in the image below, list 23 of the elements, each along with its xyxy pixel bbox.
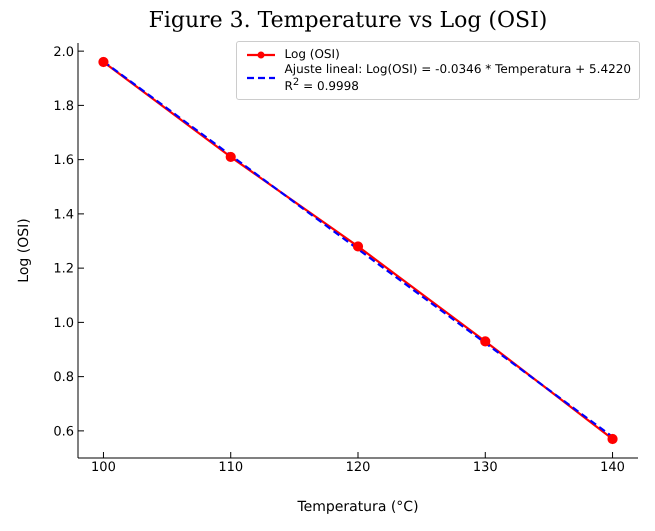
- y-tick-label: 0.6: [53, 424, 74, 440]
- x-tick-label: 140: [600, 460, 625, 476]
- x-axis-title: Temperatura (°C): [296, 499, 419, 515]
- legend-label: Ajuste lineal: Log(OSI) = -0.0346 * Temperatura + 5.4220 R$^{2}$ = 0.9998: [284, 62, 631, 93]
- y-axis-title: Log (OSI): [16, 218, 32, 283]
- y-tick-label: 1.0: [53, 316, 74, 331]
- point: [607, 434, 618, 444]
- x-tick-label: 100: [91, 460, 116, 476]
- point: [352, 241, 364, 252]
- x-tick-label: 130: [472, 460, 498, 476]
- y-tick-label: 1.8: [53, 99, 74, 114]
- point: [98, 56, 109, 68]
- x-tick-label: 120: [346, 460, 370, 476]
- y-tick-label: 0.8: [53, 370, 74, 386]
- point: [226, 152, 236, 162]
- legend-label: Log (OSI): [284, 47, 340, 61]
- y-tick-label: 1.4: [53, 207, 74, 222]
- point: [480, 336, 490, 346]
- x-tick-label: 110: [218, 460, 244, 476]
- y-tick-label: 1.6: [53, 153, 74, 168]
- y-tick-label: 1.2: [53, 262, 74, 277]
- y-tick-label: 2.0: [53, 44, 74, 60]
- chart-title: Figure 3. Temperature vs Log (OSI): [148, 8, 548, 33]
